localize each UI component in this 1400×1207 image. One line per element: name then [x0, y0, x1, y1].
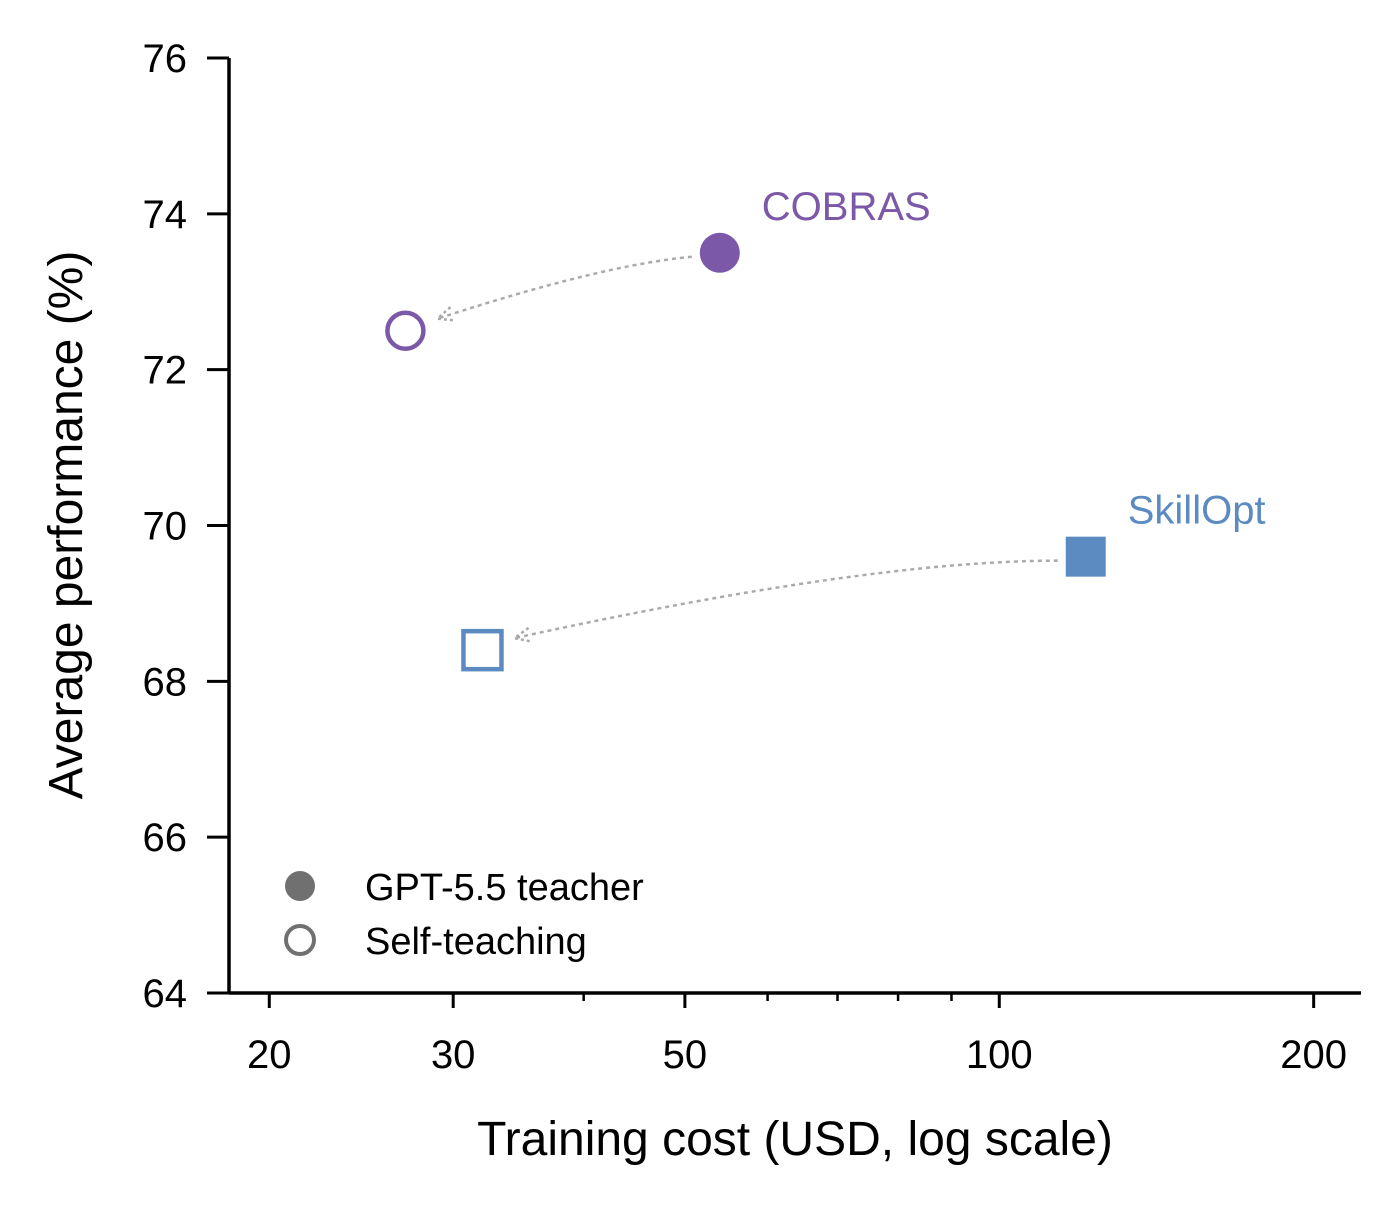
x-axis-label: Training cost (USD, log scale) — [477, 1113, 1113, 1166]
y-tick-label: 70 — [143, 505, 188, 549]
arrowhead-skillopt — [511, 626, 532, 643]
x-tick-label: 30 — [431, 1033, 476, 1077]
y-tick-label: 66 — [143, 816, 188, 860]
series-label-cobras: COBRAS — [762, 185, 931, 229]
legend: GPT-5.5 teacher Self-teaching — [284, 867, 644, 963]
skillopt-point-teacher — [1065, 536, 1106, 577]
legend-marker-filled — [285, 871, 315, 901]
series-label-skillopt: SkillOpt — [1128, 489, 1266, 533]
y-tick-label: 72 — [143, 349, 188, 393]
x-tick-label: 50 — [663, 1033, 708, 1077]
data-points — [385, 232, 1106, 672]
y-tick-label: 74 — [143, 193, 188, 237]
y-axis-label: Average performance (%) — [40, 251, 93, 800]
y-tick-label: 76 — [143, 37, 188, 81]
legend-label-self: Self-teaching — [365, 921, 587, 963]
x-tick-label: 20 — [247, 1033, 292, 1077]
x-tick-label: 200 — [1280, 1033, 1347, 1077]
y-tick-label: 64 — [143, 972, 188, 1016]
legend-marker-hollow — [284, 924, 316, 956]
cobras-point-self — [385, 310, 426, 351]
ticks: 20 30 50 100 200 64 66 68 70 72 74 76 — [143, 37, 1348, 1077]
skillopt-point-self — [461, 628, 504, 672]
y-tick-label: 68 — [143, 660, 188, 704]
arrow-cobras — [437, 255, 692, 320]
x-tick-label: 100 — [966, 1033, 1033, 1077]
arrow-skillopt — [514, 559, 1058, 640]
arrows — [434, 255, 1058, 643]
cobras-point-teacher — [699, 232, 740, 273]
series-labels: COBRAS SkillOpt — [762, 185, 1266, 533]
legend-label-teacher: GPT-5.5 teacher — [365, 867, 644, 909]
arrowhead-cobras — [434, 306, 455, 322]
